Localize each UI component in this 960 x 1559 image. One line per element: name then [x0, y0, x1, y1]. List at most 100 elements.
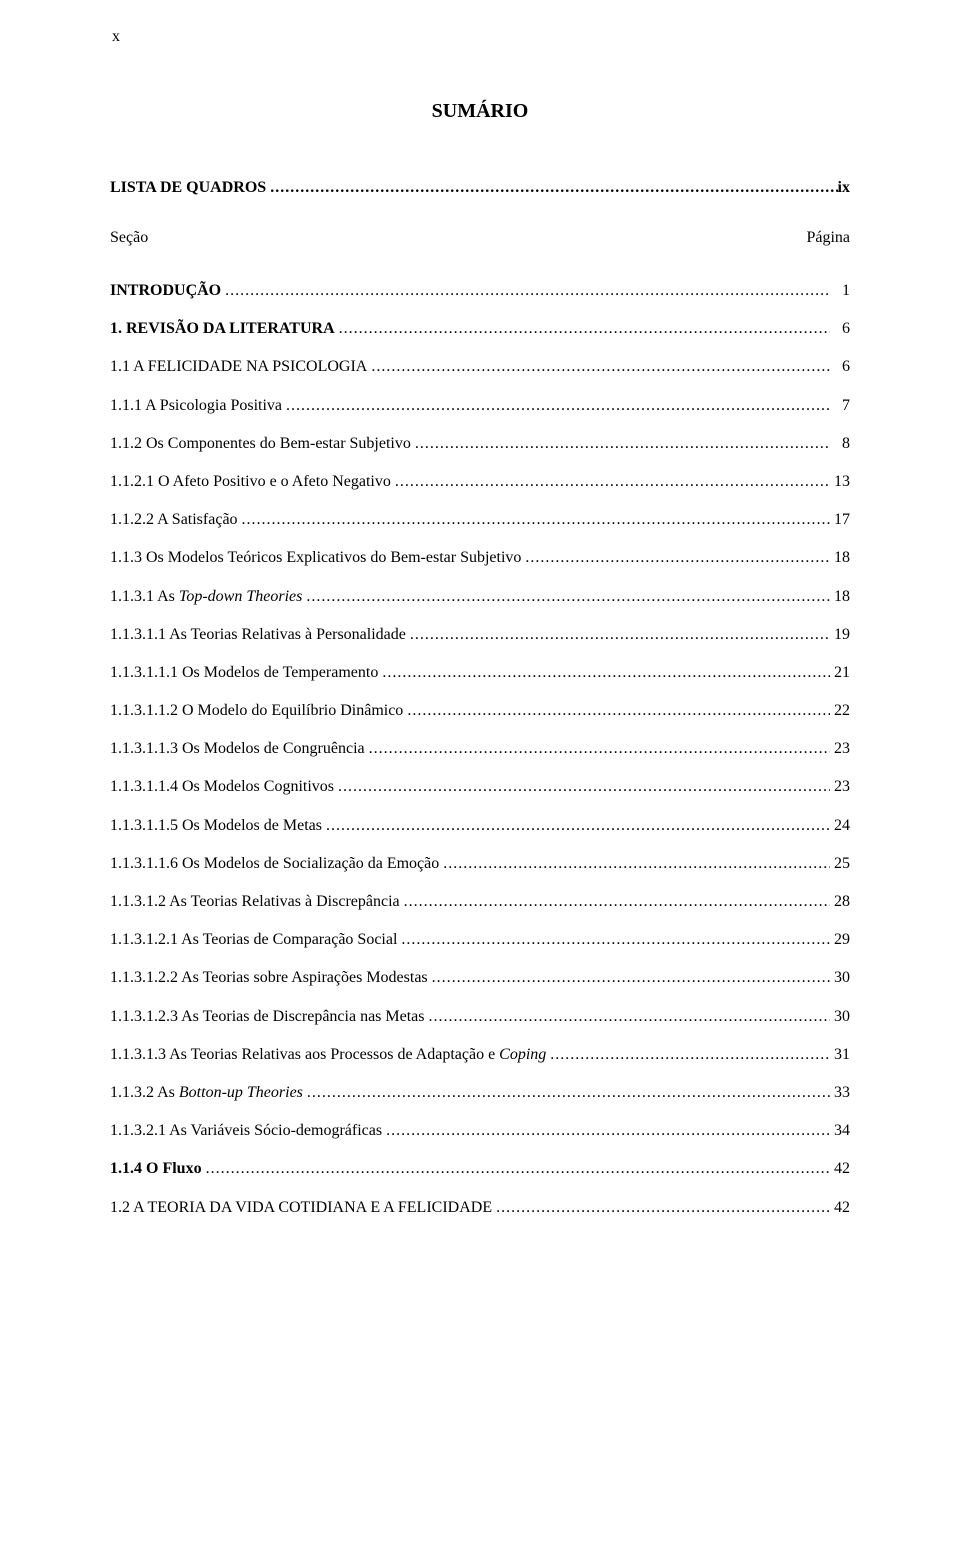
toc-container: INTRODUÇÃO..............................… — [110, 279, 850, 1219]
toc-row: 1.1.3.1.1.3 Os Modelos de Congruência...… — [110, 737, 850, 760]
toc-row: 1.1.3.1.2.1 As Teorias de Comparação Soc… — [110, 928, 850, 951]
toc-row: 1.1.3.1.2.2 As Teorias sobre Aspirações … — [110, 966, 850, 989]
toc-label: 1. REVISÃO DA LITERATURA — [110, 317, 335, 340]
leader-dots: ........................................… — [521, 546, 830, 569]
toc-label: 1.1.3.1.3 As Teorias Relativas aos Proce… — [110, 1043, 546, 1066]
toc-italic-text: Top-down Theories — [179, 588, 302, 605]
toc-row: 1.1.2 Os Componentes do Bem-estar Subjet… — [110, 432, 850, 455]
page-marker: x — [112, 28, 120, 46]
toc-row: 1.1.4 O Fluxo...........................… — [110, 1157, 850, 1180]
toc-page: 18 — [830, 546, 850, 569]
toc-label: 1.1.3.1.1.3 Os Modelos de Congruência — [110, 737, 365, 760]
toc-row: 1.1.3.1.1.4 Os Modelos Cognitivos.......… — [110, 775, 850, 798]
toc-row: 1.1.3.1.3 As Teorias Relativas aos Proce… — [110, 1043, 850, 1066]
toc-row: 1.1.3.1.1.6 Os Modelos de Socialização d… — [110, 852, 850, 875]
toc-page: 8 — [830, 432, 850, 455]
toc-row: 1.1.3 Os Modelos Teóricos Explicativos d… — [110, 546, 850, 569]
leader-dots: ........................................… — [411, 432, 830, 455]
secao-label: Seção — [110, 229, 148, 247]
toc-row: 1.1.3.2.1 As Variáveis Sócio-demográfica… — [110, 1119, 850, 1142]
lista-quadros-label: LISTA DE QUADROS — [110, 179, 266, 197]
toc-page: 18 — [830, 585, 850, 608]
toc-label: 1.1.3.1.2.2 As Teorias sobre Aspirações … — [110, 966, 428, 989]
leader-dots: ........................................… — [397, 928, 830, 951]
toc-page: 34 — [830, 1119, 850, 1142]
leader-dots: ........................................… — [266, 179, 837, 197]
toc-page: 23 — [830, 737, 850, 760]
section-page-header: Seção Página — [110, 229, 850, 247]
toc-row: 1.1.2.1 O Afeto Positivo e o Afeto Negat… — [110, 470, 850, 493]
toc-page: 42 — [830, 1157, 850, 1180]
leader-dots: ........................................… — [391, 470, 830, 493]
lista-quadros-row: LISTA DE QUADROS .......................… — [110, 179, 850, 197]
toc-page: 23 — [830, 775, 850, 798]
toc-page: 28 — [830, 890, 850, 913]
toc-row: INTRODUÇÃO..............................… — [110, 279, 850, 302]
leader-dots: ........................................… — [382, 1119, 830, 1142]
leader-dots: ........................................… — [439, 852, 830, 875]
leader-dots: ........................................… — [322, 814, 830, 837]
toc-label: 1.1.2 Os Componentes do Bem-estar Subjet… — [110, 432, 411, 455]
toc-page: 13 — [830, 470, 850, 493]
toc-label: 1.1.3.1.1.2 O Modelo do Equilíbrio Dinâm… — [110, 699, 403, 722]
toc-label: INTRODUÇÃO — [110, 279, 221, 302]
toc-page: 7 — [830, 394, 850, 417]
toc-label: 1.1 A FELICIDADE NA PSICOLOGIA — [110, 355, 367, 378]
toc-page: 25 — [830, 852, 850, 875]
toc-page: 6 — [830, 317, 850, 340]
toc-label: 1.1.3.1.1 As Teorias Relativas à Persona… — [110, 623, 406, 646]
toc-page: 30 — [830, 1005, 850, 1028]
toc-label: 1.1.2.2 A Satisfação — [110, 508, 238, 531]
toc-row: 1.1.2.2 A Satisfação....................… — [110, 508, 850, 531]
doc-title: SUMÁRIO — [110, 100, 850, 123]
toc-label: 1.1.4 O Fluxo — [110, 1157, 202, 1180]
toc-row: 1. REVISÃO DA LITERATURA................… — [110, 317, 850, 340]
toc-row: 1.1.3.2 As Botton-up Theories...........… — [110, 1081, 850, 1104]
toc-label: 1.1.3.2.1 As Variáveis Sócio-demográfica… — [110, 1119, 382, 1142]
leader-dots: ........................................… — [425, 1005, 830, 1028]
toc-page: 17 — [830, 508, 850, 531]
toc-row: 1.1.3.1 As Top-down Theories............… — [110, 585, 850, 608]
lista-quadros-page: ix — [838, 179, 850, 197]
leader-dots: ........................................… — [334, 775, 830, 798]
toc-page: 22 — [830, 699, 850, 722]
toc-page: 1 — [830, 279, 850, 302]
toc-page: 42 — [830, 1196, 850, 1219]
leader-dots: ........................................… — [335, 317, 830, 340]
leader-dots: ........................................… — [202, 1157, 830, 1180]
toc-row: 1.1.3.1.1 As Teorias Relativas à Persona… — [110, 623, 850, 646]
toc-page: 19 — [830, 623, 850, 646]
leader-dots: ........................................… — [303, 1081, 830, 1104]
leader-dots: ........................................… — [302, 585, 830, 608]
toc-label: 1.1.3.1.1.4 Os Modelos Cognitivos — [110, 775, 334, 798]
toc-label: 1.1.3.2 As Botton-up Theories — [110, 1081, 303, 1104]
toc-page: 31 — [830, 1043, 850, 1066]
leader-dots: ........................................… — [406, 623, 830, 646]
toc-row: 1.1.3.1.1.5 Os Modelos de Metas.........… — [110, 814, 850, 837]
leader-dots: ........................................… — [367, 355, 830, 378]
pagina-label: Página — [806, 229, 850, 247]
leader-dots: ........................................… — [403, 699, 830, 722]
toc-label: 1.1.3.1.2 As Teorias Relativas à Discrep… — [110, 890, 400, 913]
toc-label: 1.2 A TEORIA DA VIDA COTIDIANA E A FELIC… — [110, 1196, 492, 1219]
leader-dots: ........................................… — [238, 508, 830, 531]
leader-dots: ........................................… — [378, 661, 830, 684]
toc-label: 1.1.3.1.1.6 Os Modelos de Socialização d… — [110, 852, 439, 875]
toc-row: 1.1.3.1.1.2 O Modelo do Equilíbrio Dinâm… — [110, 699, 850, 722]
toc-italic-text: Coping — [499, 1046, 546, 1063]
leader-dots: ........................................… — [428, 966, 830, 989]
leader-dots: ........................................… — [221, 279, 830, 302]
toc-page: 24 — [830, 814, 850, 837]
toc-row: 1.1.3.1.2.3 As Teorias de Discrepância n… — [110, 1005, 850, 1028]
toc-label: 1.1.1 A Psicologia Positiva — [110, 394, 282, 417]
toc-italic-text: Botton-up Theories — [179, 1084, 303, 1101]
toc-label: 1.1.3.1.1.1 Os Modelos de Temperamento — [110, 661, 378, 684]
toc-row: 1.1 A FELICIDADE NA PSICOLOGIA..........… — [110, 355, 850, 378]
toc-label: 1.1.3.1.1.5 Os Modelos de Metas — [110, 814, 322, 837]
toc-page: 29 — [830, 928, 850, 951]
leader-dots: ........................................… — [282, 394, 830, 417]
leader-dots: ........................................… — [546, 1043, 830, 1066]
leader-dots: ........................................… — [492, 1196, 830, 1219]
toc-page: 6 — [830, 355, 850, 378]
leader-dots: ........................................… — [365, 737, 830, 760]
